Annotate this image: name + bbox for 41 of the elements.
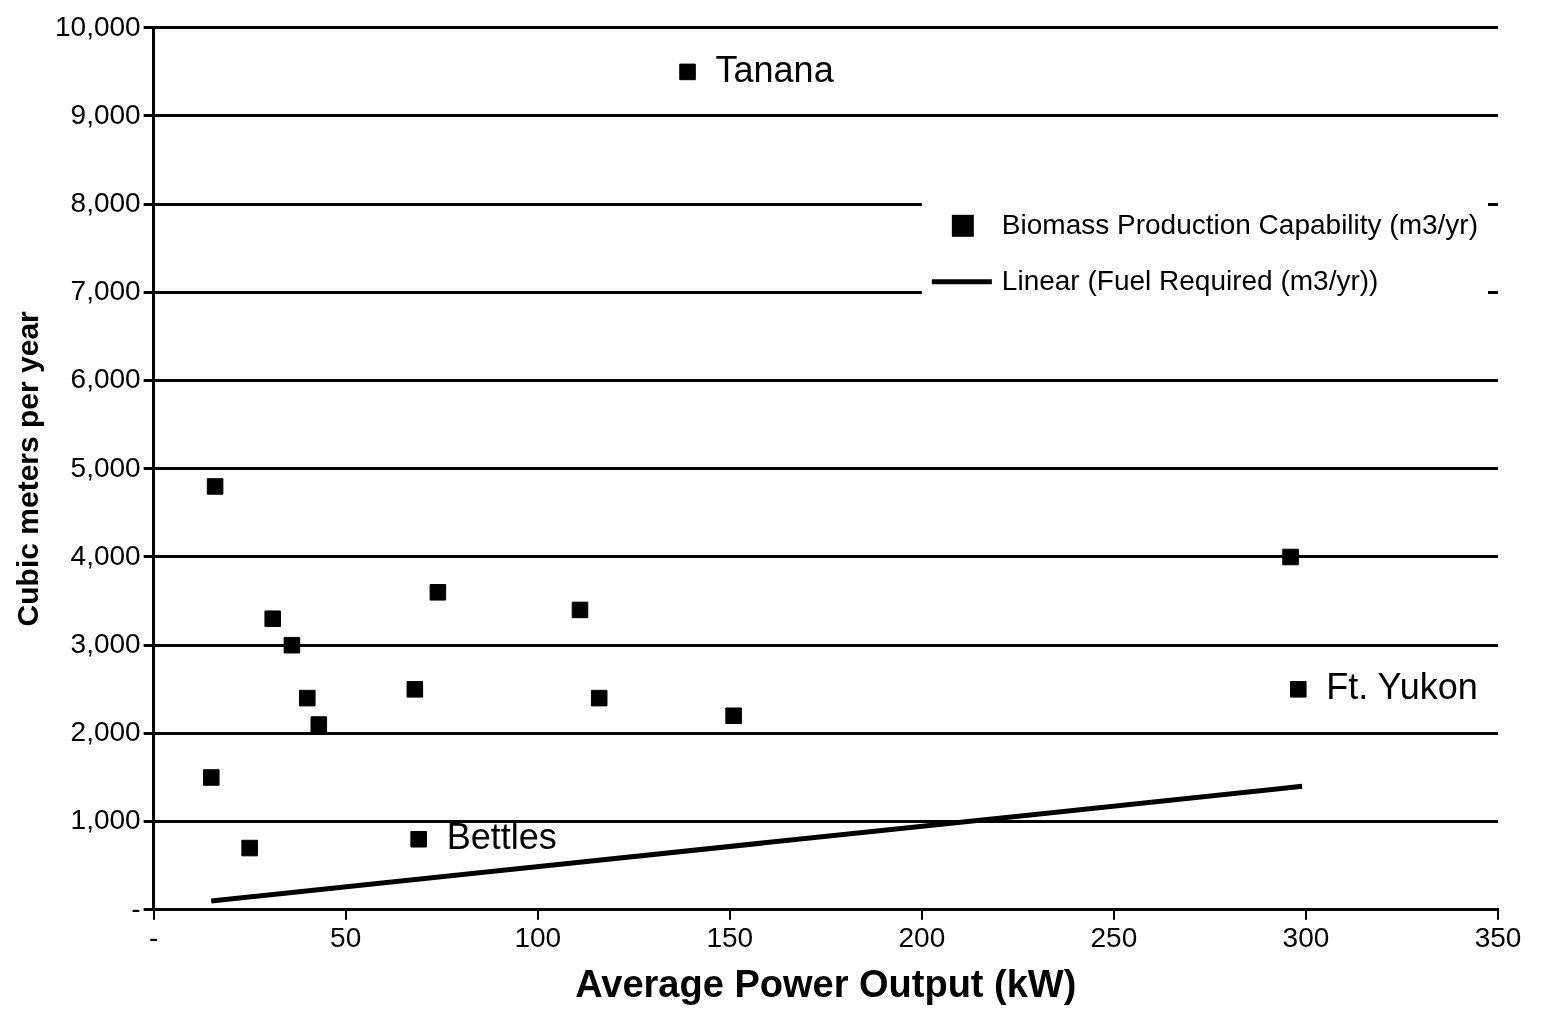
point xyxy=(310,716,328,733)
point xyxy=(571,601,589,619)
point xyxy=(283,636,301,654)
point xyxy=(299,689,316,707)
point xyxy=(1289,681,1307,698)
point xyxy=(264,610,281,628)
x-tick-label: 350 xyxy=(1474,922,1522,954)
point xyxy=(725,707,742,725)
y-tick-label: - xyxy=(131,892,141,924)
y-tick-label: 8,000 xyxy=(70,186,141,218)
y-tick-label: 3,000 xyxy=(70,627,141,659)
y-tick-label: 2,000 xyxy=(70,716,141,748)
point xyxy=(679,63,696,81)
y-tick-label: 10,000 xyxy=(55,10,141,42)
point xyxy=(406,681,424,698)
point xyxy=(1282,548,1299,566)
annotation: Bettles xyxy=(446,816,557,858)
x-tick-label: 250 xyxy=(1090,922,1138,954)
point xyxy=(202,769,220,786)
x-tick-label: 100 xyxy=(514,922,562,954)
x-axis-title: Average Power Output (kW) xyxy=(575,962,1077,1005)
x-tick-label: 200 xyxy=(898,922,946,954)
x-tick-label: 300 xyxy=(1282,922,1330,954)
annotation: Tanana xyxy=(715,48,835,90)
annotation: Ft. Yukon xyxy=(1326,666,1478,708)
y-tick-label: 6,000 xyxy=(70,363,141,395)
y-tick-label: 5,000 xyxy=(70,451,141,483)
y-axis-title: Cubic meters per year xyxy=(11,310,45,627)
x-tick-label: 50 xyxy=(330,922,362,954)
legend-label: Biomass Production Capability (m3/yr) xyxy=(1001,208,1479,240)
y-tick-label: 4,000 xyxy=(70,539,141,571)
y-tick-label: 9,000 xyxy=(70,98,141,130)
point xyxy=(590,689,608,707)
legend-label: Linear (Fuel Required (m3/yr)) xyxy=(1001,264,1379,296)
x-tick-label: 150 xyxy=(706,922,754,954)
point xyxy=(410,830,427,848)
point xyxy=(241,839,258,857)
y-tick-label: 7,000 xyxy=(70,275,141,307)
y-tick-label: 1,000 xyxy=(70,804,141,836)
point xyxy=(206,478,224,495)
point xyxy=(429,584,447,601)
